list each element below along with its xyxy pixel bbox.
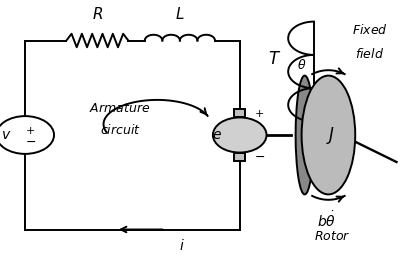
Text: $+$: $+$ [254, 108, 265, 119]
Text: $Rotor$: $Rotor$ [314, 230, 351, 242]
Circle shape [213, 117, 266, 153]
Text: $i$: $i$ [179, 238, 185, 253]
Text: $Armature$: $Armature$ [89, 102, 151, 114]
Text: $Fixed$: $Fixed$ [352, 23, 387, 37]
Ellipse shape [296, 76, 314, 194]
Ellipse shape [301, 76, 355, 194]
Text: $+$: $+$ [25, 125, 35, 136]
Text: $J$: $J$ [326, 124, 335, 146]
Text: $circuit$: $circuit$ [100, 123, 140, 137]
Text: $\theta$: $\theta$ [297, 58, 307, 72]
Text: $-$: $-$ [24, 134, 36, 147]
Bar [234, 109, 245, 117]
Text: $field$: $field$ [355, 47, 384, 61]
Text: $T$: $T$ [268, 50, 281, 68]
Text: $R$: $R$ [92, 6, 103, 22]
Text: $b\dot{\theta}$: $b\dot{\theta}$ [317, 211, 336, 230]
Bar [234, 153, 245, 161]
Text: $e$: $e$ [212, 128, 222, 142]
Text: $L$: $L$ [175, 6, 185, 22]
Text: $v$: $v$ [1, 128, 12, 142]
Text: $-$: $-$ [254, 150, 265, 163]
